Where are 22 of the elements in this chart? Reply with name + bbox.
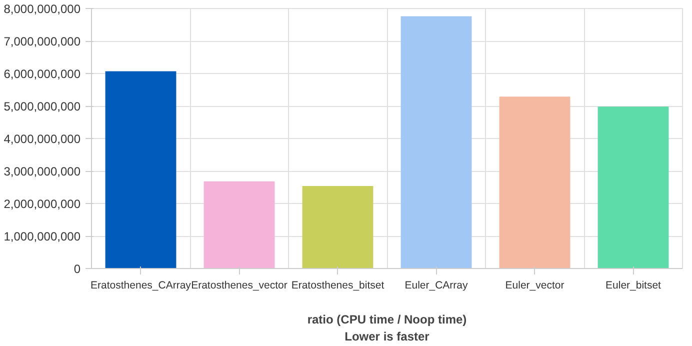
x-tick-label: Eratosthenes_bitset bbox=[291, 280, 384, 292]
y-tick-label: 6,000,000,000 bbox=[4, 67, 81, 81]
y-tick-label: 3,000,000,000 bbox=[4, 164, 81, 178]
y-tick-label: 0 bbox=[74, 262, 81, 276]
bar bbox=[400, 16, 472, 268]
x-tick-label: Eratosthenes_vector bbox=[191, 280, 288, 292]
y-tick-label: 1,000,000,000 bbox=[4, 230, 81, 244]
bar bbox=[499, 96, 570, 268]
y-tick-label: 8,000,000,000 bbox=[4, 2, 81, 16]
bar bbox=[302, 186, 374, 268]
x-tick-label: Euler_bitset bbox=[606, 280, 662, 292]
x-tick-label: Euler_vector bbox=[505, 280, 565, 292]
x-tick-label: Eratosthenes_CArray bbox=[90, 280, 192, 292]
y-tick-label: 2,000,000,000 bbox=[4, 197, 81, 211]
y-tick-label: 4,000,000,000 bbox=[4, 132, 81, 146]
x-axis-title: ratio (CPU time / Noop time) Lower is faster bbox=[307, 312, 467, 344]
bar bbox=[105, 71, 176, 268]
y-tick-label: 5,000,000,000 bbox=[4, 100, 81, 114]
x-tick-label: Euler_CArray bbox=[404, 280, 469, 292]
bar bbox=[598, 106, 669, 268]
bar bbox=[204, 181, 275, 268]
y-tick-label: 7,000,000,000 bbox=[4, 34, 81, 48]
